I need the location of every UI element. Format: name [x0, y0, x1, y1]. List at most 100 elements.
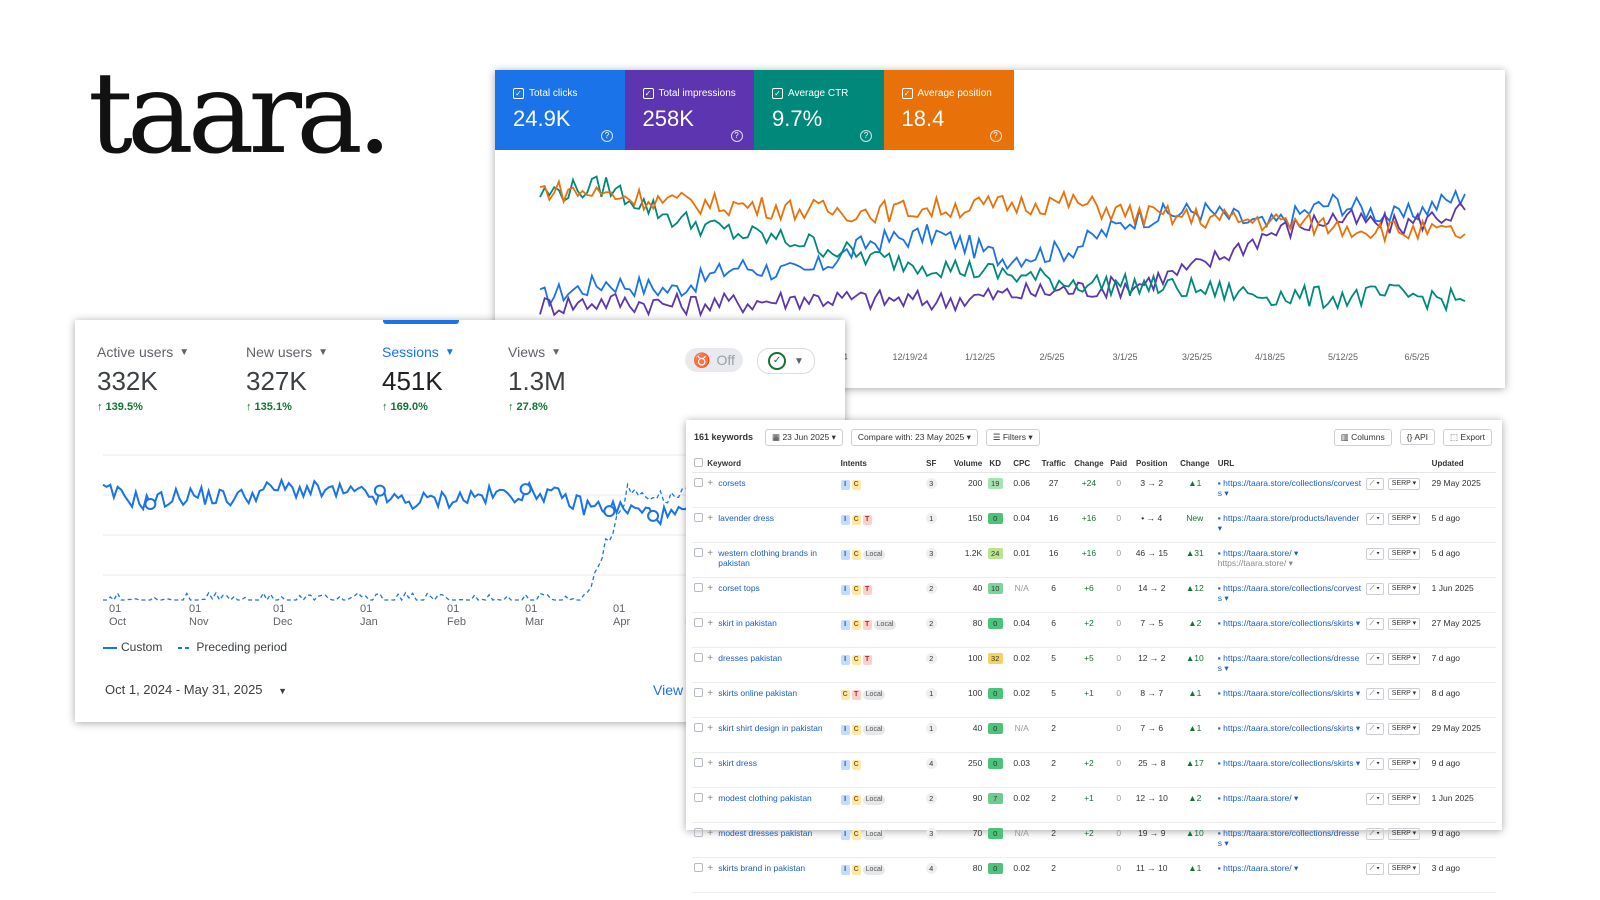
url-link[interactable]: https://taara.store/collections/corvests… — [1217, 478, 1362, 498]
url-cell[interactable]: ▪ https://taara.store/collections/corves… — [1215, 577, 1364, 613]
row-checkbox[interactable] — [694, 478, 703, 487]
metric-card[interactable]: ✓ Average CTR 9.7%? — [754, 70, 884, 150]
url-cell[interactable]: ▪ https://taara.store/collections/skirts… — [1215, 612, 1364, 648]
metric-card[interactable]: ✓ Total clicks 24.9K? — [495, 70, 625, 150]
metric-tab[interactable]: New users ▼ 327K ↑ 135.1% — [246, 344, 328, 413]
anomaly-marker[interactable] — [647, 509, 660, 522]
table-row[interactable]: + skirt shirt design in pakistan I C Local 1 4… — [692, 717, 1496, 753]
col-volume[interactable]: Volume — [944, 454, 985, 473]
col-kd[interactable]: KD — [984, 454, 1007, 473]
anomaly-marker[interactable] — [373, 484, 386, 497]
trend-button[interactable]: ⟋ ▾ — [1365, 828, 1384, 840]
url-cell[interactable]: ▪ https://taara.store/collections/dresse… — [1215, 822, 1364, 858]
metric-card[interactable]: ✓ Average position 18.4? — [883, 70, 1014, 150]
url-cell[interactable]: ▪ https://taara.store/collections/dresse… — [1215, 647, 1364, 683]
trend-button[interactable]: ⟋ ▾ — [1365, 618, 1384, 630]
url-link[interactable]: https://taara.store/collections/dresses … — [1217, 828, 1360, 848]
row-checkbox[interactable] — [694, 828, 703, 837]
row-checkbox[interactable] — [694, 723, 703, 732]
keyword-link[interactable]: modest clothing pakistan — [718, 793, 812, 803]
anomaly-marker[interactable] — [603, 505, 616, 518]
add-icon[interactable]: + — [707, 583, 714, 594]
row-checkbox[interactable] — [694, 513, 703, 522]
url-link[interactable]: https://taara.store/collections/skirts ▾ — [1223, 618, 1361, 628]
serp-button[interactable]: SERP ▾ — [1387, 618, 1421, 630]
trend-button[interactable]: ⟋ ▾ — [1365, 688, 1384, 700]
anomaly-marker[interactable] — [519, 483, 532, 496]
url-cell[interactable]: ▪ https://taara.store/ ▾ https://taara.st… — [1215, 542, 1364, 578]
keyword-link[interactable]: skirts brand in pakistan — [718, 863, 806, 873]
trend-button[interactable]: ⟋ ▾ — [1365, 548, 1384, 560]
table-row[interactable]: + dresses pakistan I C T 2 100 32 0.02 5 +5 0 12 → 2… — [692, 647, 1496, 683]
add-icon[interactable]: + — [707, 758, 714, 769]
table-row[interactable]: + corsets I C 3 200 19 0.06 27 +24 0 3 → 2 ▲1 ▪ https… — [692, 472, 1496, 508]
select-all-checkbox[interactable] — [694, 457, 703, 467]
trend-button[interactable]: ⟋ ▾ — [1365, 758, 1384, 770]
row-checkbox[interactable] — [694, 583, 703, 592]
row-checkbox[interactable] — [694, 793, 703, 802]
row-checkbox[interactable] — [694, 653, 703, 662]
url-cell[interactable]: ▪ https://taara.store/ ▾ — [1215, 787, 1364, 823]
serp-button[interactable]: SERP ▾ — [1387, 478, 1421, 490]
col-position[interactable]: Position — [1129, 454, 1174, 473]
serp-button[interactable]: SERP ▾ — [1387, 723, 1421, 735]
keyword-link[interactable]: corset tops — [718, 583, 760, 593]
table-row[interactable]: + skirt in pakistan I C T Local 2 80 0 0.04 6 +2 0 7 … — [692, 612, 1496, 648]
table-row[interactable]: + skirts brand in pakistan I C Local 4 80 0 0.02… — [692, 857, 1496, 893]
col-sf[interactable]: SF — [918, 454, 945, 473]
serp-button[interactable]: SERP ▾ — [1387, 688, 1421, 700]
col-traffic[interactable]: Traffic — [1037, 454, 1071, 473]
export-button[interactable]: ⬚ Export — [1443, 428, 1492, 446]
url-secondary[interactable]: https://taara.store/ ▾ — [1217, 558, 1293, 568]
trend-button[interactable]: ⟋ ▾ — [1365, 653, 1384, 665]
url-link[interactable]: https://taara.store/ ▾ — [1223, 793, 1299, 803]
help-icon[interactable]: ? — [601, 130, 613, 142]
url-cell[interactable]: ▪ https://taara.store/collections/corves… — [1215, 472, 1364, 508]
trend-button[interactable]: ⟋ ▾ — [1365, 513, 1384, 525]
date-range-selector[interactable]: Oct 1, 2024 - May 31, 2025 ▼ — [105, 682, 288, 697]
col-intents[interactable]: Intents — [838, 454, 919, 473]
help-icon[interactable]: ? — [860, 130, 872, 142]
keyword-link[interactable]: skirt shirt design in pakistan — [718, 723, 823, 733]
compare-button[interactable]: Compare with: 23 May 2025 ▾ — [850, 428, 978, 446]
trend-button[interactable]: ⟋ ▾ — [1365, 863, 1384, 875]
col-url[interactable]: URL — [1215, 454, 1364, 473]
url-link[interactable]: https://taara.store/collections/corvests… — [1217, 583, 1362, 603]
url-link[interactable]: https://taara.store/products/lavender ▾ — [1217, 513, 1360, 533]
url-cell[interactable]: ▪ https://taara.store/collections/skirts… — [1215, 717, 1364, 753]
url-link[interactable]: https://taara.store/collections/skirts ▾ — [1223, 688, 1361, 698]
table-row[interactable]: + modest dresses pakistan I C Local 3 70 0 N/A 2 +… — [692, 822, 1496, 858]
add-icon[interactable]: + — [707, 513, 714, 524]
table-row[interactable]: + skirt dress I C 4 250 0 0.03 2 +2 0 25 → 8 ▲17 ▪ ht… — [692, 752, 1496, 788]
help-icon[interactable]: ? — [730, 130, 743, 142]
add-icon[interactable]: + — [707, 793, 714, 804]
add-icon[interactable]: + — [707, 828, 714, 839]
add-icon[interactable]: + — [707, 653, 714, 664]
metric-tab[interactable]: Active users ▼ 332K ↑ 139.5% — [97, 344, 189, 413]
serp-button[interactable]: SERP ▾ — [1387, 793, 1421, 805]
row-checkbox[interactable] — [694, 618, 703, 627]
serp-button[interactable]: SERP ▾ — [1387, 863, 1421, 875]
table-row[interactable]: + corset tops I C T 2 40 10 N/A 6 +6 0 14 → 2 ▲12 ▪ ht… — [692, 577, 1496, 613]
add-icon[interactable]: + — [707, 478, 714, 489]
col-paid[interactable]: Paid — [1107, 454, 1130, 473]
url-link[interactable]: https://taara.store/ ▾ — [1223, 548, 1299, 558]
add-icon[interactable]: + — [707, 863, 714, 874]
table-row[interactable]: + western clothing brands in pakistan I C Lo… — [692, 542, 1496, 578]
filters-button[interactable]: ☰ Filters ▾ — [985, 428, 1040, 446]
trend-button[interactable]: ⟋ ▾ — [1365, 478, 1384, 490]
keyword-link[interactable]: dresses pakistan — [718, 653, 783, 663]
col-keyword[interactable]: Keyword — [705, 454, 839, 473]
row-checkbox[interactable] — [694, 548, 703, 557]
url-link[interactable]: https://taara.store/collections/skirts ▾ — [1223, 723, 1361, 733]
url-link[interactable]: https://taara.store/collections/skirts ▾ — [1223, 758, 1361, 768]
keyword-link[interactable]: modest dresses pakistan — [718, 828, 813, 838]
view-report-link[interactable]: View — [653, 682, 684, 698]
url-link[interactable]: https://taara.store/ ▾ — [1223, 863, 1299, 873]
url-cell[interactable]: ▪ https://taara.store/collections/skirts… — [1215, 682, 1364, 718]
serp-button[interactable]: SERP ▾ — [1387, 513, 1421, 525]
row-checkbox[interactable] — [694, 758, 703, 767]
trend-button[interactable]: ⟋ ▾ — [1365, 793, 1384, 805]
serp-button[interactable]: SERP ▾ — [1387, 828, 1421, 840]
serp-button[interactable]: SERP ▾ — [1387, 583, 1421, 595]
